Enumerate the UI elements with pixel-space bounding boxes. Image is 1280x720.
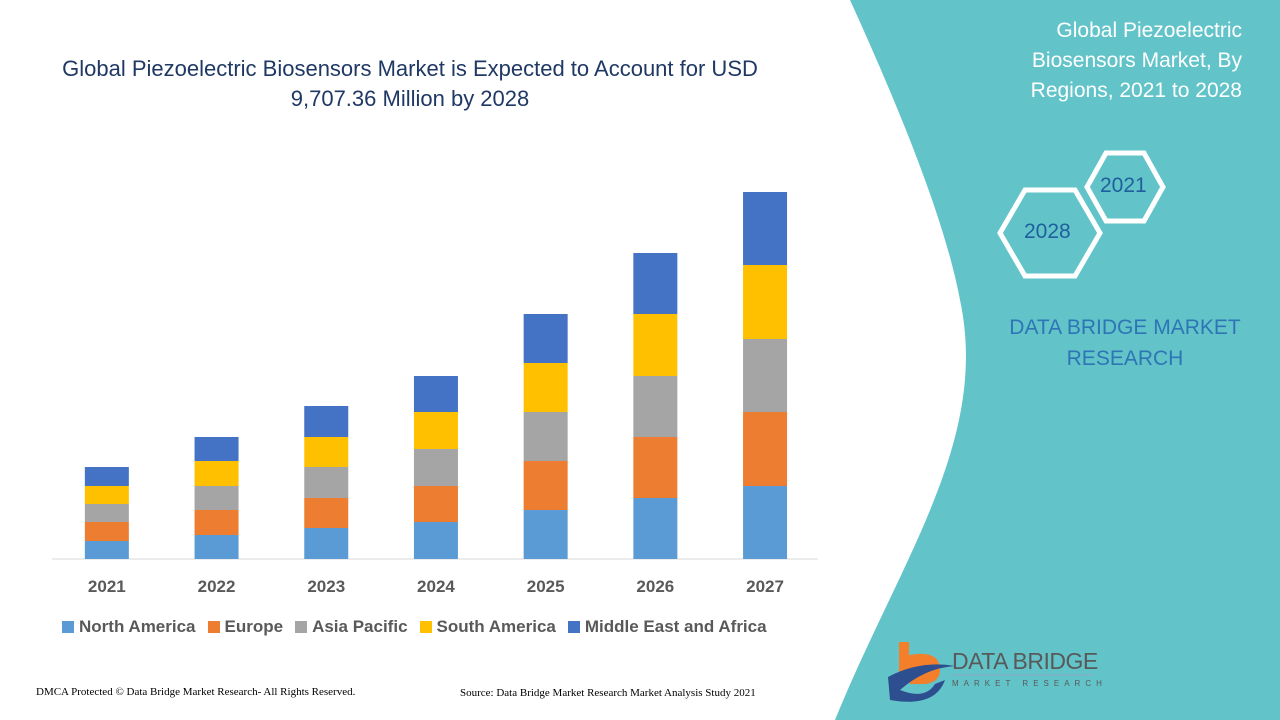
x-tick-label: 2022 (198, 577, 236, 596)
bar-segment-2021-south-america (84, 486, 129, 504)
bar-segment-2023-south-america (304, 437, 349, 467)
copyright-text: DMCA Protected © Data Bridge Market Rese… (36, 686, 356, 698)
bar-segment-2023-north-america (304, 528, 349, 559)
bar-segment-2021-middle-east-and-africa (84, 467, 129, 486)
bar-segment-2027-asia-pacific (743, 339, 788, 412)
logo-text: DATA BRIDGE (952, 648, 1098, 674)
hex-year-2021: 2021 (1100, 174, 1147, 197)
bar-segment-2025-middle-east-and-africa (523, 314, 568, 363)
bar-segment-2024-north-america (413, 522, 458, 559)
bar-segment-2025-asia-pacific (523, 412, 568, 461)
bar-segment-2021-north-america (84, 541, 129, 559)
hex-year-2028: 2028 (1024, 220, 1071, 243)
x-tick-label: 2025 (527, 577, 565, 596)
logo-subtext: MARKET RESEARCH (952, 679, 1107, 688)
legend-swatch (62, 621, 74, 633)
side-panel-title: Global Piezoelectric Biosensors Market, … (1030, 19, 1242, 102)
bar-segment-2022-asia-pacific (194, 486, 239, 510)
bar-segment-2022-middle-east-and-africa (194, 437, 239, 461)
legend: North America Europe Asia Pacific South Ame… (62, 617, 767, 637)
x-tick-label: 2024 (417, 577, 455, 596)
bar-segment-2024-europe (413, 486, 458, 522)
legend-swatch (207, 621, 220, 633)
bar-segment-2024-middle-east-and-africa (413, 376, 458, 412)
bar-segment-2027-south-america (743, 265, 788, 339)
bar-segment-2022-europe (194, 510, 239, 535)
bar-segment-2021-asia-pacific (84, 504, 129, 522)
legend-swatch (295, 621, 308, 633)
bar-segment-2027-north-america (743, 486, 788, 559)
source-text: Source: Data Bridge Market Research Mark… (460, 687, 756, 699)
bar-segment-2026-middle-east-and-africa (633, 253, 678, 314)
x-tick-label: 2026 (636, 577, 674, 596)
bar-segment-2025-south-america (523, 363, 568, 412)
legend-item: Middle East and Africa (567, 617, 767, 637)
legend-label: Europe (224, 617, 284, 636)
brand-name: DATA BRIDGE MARKET RESEARCH (1009, 316, 1241, 370)
legend-swatch (567, 621, 580, 633)
x-tick-label: 2023 (307, 577, 345, 596)
legend-label: North America (79, 617, 196, 636)
legend-label: South America (436, 617, 556, 636)
legend-swatch (419, 621, 432, 633)
bar-segment-2026-asia-pacific (633, 376, 678, 437)
bar-segment-2025-north-america (523, 510, 568, 559)
legend-item: North America (62, 617, 196, 637)
legend-label: Middle East and Africa (584, 617, 767, 636)
bar-segment-2024-south-america (413, 412, 458, 449)
legend-item: South America (419, 617, 556, 637)
legend-item: Asia Pacific (295, 617, 408, 637)
bar-segment-2027-middle-east-and-africa (743, 192, 788, 265)
bar-segment-2025-europe (523, 461, 568, 510)
bar-segment-2026-europe (633, 437, 678, 498)
x-tick-label: 2021 (88, 577, 126, 596)
hexagon-2021 (1084, 150, 1166, 224)
logo-icon (888, 642, 1093, 702)
bar-segment-2023-europe (304, 498, 349, 528)
bar-segment-2026-south-america (633, 314, 678, 376)
bar-segment-2022-south-america (194, 461, 239, 486)
bar-segment-2023-asia-pacific (304, 467, 349, 498)
legend-label: Asia Pacific (312, 617, 408, 636)
hexagon-2028 (997, 187, 1103, 279)
bar-segment-2022-north-america (194, 535, 239, 559)
bar-segment-2026-north-america (633, 498, 678, 559)
x-tick-label: 2027 (746, 577, 784, 596)
legend-item: Europe (207, 617, 284, 637)
chart-title: Global Piezoelectric Biosensors Market i… (62, 56, 758, 111)
bar-segment-2024-asia-pacific (413, 449, 458, 486)
bar-segment-2021-europe (84, 522, 129, 541)
bar-segment-2027-europe (743, 412, 788, 486)
bar-segment-2023-middle-east-and-africa (304, 406, 349, 437)
side-panel-shape (835, 0, 1280, 720)
